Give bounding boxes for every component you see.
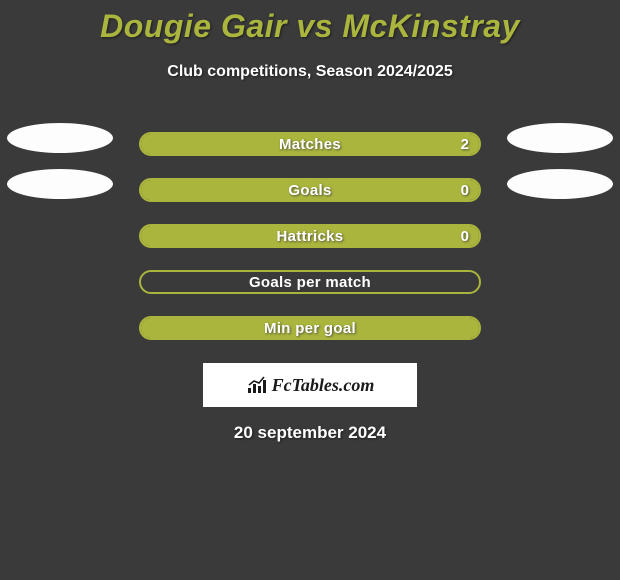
date-line: 20 september 2024 bbox=[0, 423, 620, 443]
stat-bar-track: Hattricks0 bbox=[139, 224, 481, 248]
stat-value: 2 bbox=[461, 134, 469, 154]
stat-bar-track: Min per goal bbox=[139, 316, 481, 340]
stat-value: 0 bbox=[461, 226, 469, 246]
stat-label: Hattricks bbox=[141, 226, 479, 246]
subtitle: Club competitions, Season 2024/2025 bbox=[0, 63, 620, 81]
stats-area: Matches2Goals0Hattricks0Goals per matchM… bbox=[0, 121, 620, 351]
stat-label: Goals bbox=[141, 180, 479, 200]
stat-bar-track: Goals0 bbox=[139, 178, 481, 202]
stat-label: Goals per match bbox=[141, 272, 479, 292]
attribution-badge: FcTables.com bbox=[203, 363, 417, 407]
stat-value: 0 bbox=[461, 180, 469, 200]
chart-icon bbox=[246, 376, 268, 394]
stat-row: Goals0 bbox=[0, 167, 620, 213]
stat-row: Hattricks0 bbox=[0, 213, 620, 259]
player-marker-left bbox=[7, 123, 113, 153]
stat-bar-track: Matches2 bbox=[139, 132, 481, 156]
player-marker-left bbox=[7, 169, 113, 199]
stat-row: Matches2 bbox=[0, 121, 620, 167]
page-title: Dougie Gair vs McKinstray bbox=[0, 0, 620, 45]
stat-label: Min per goal bbox=[141, 318, 479, 338]
attribution-text: FcTables.com bbox=[272, 375, 375, 396]
player-marker-right bbox=[507, 169, 613, 199]
stat-bar-track: Goals per match bbox=[139, 270, 481, 294]
stat-row: Goals per match bbox=[0, 259, 620, 305]
comparison-infographic: Dougie Gair vs McKinstray Club competiti… bbox=[0, 0, 620, 580]
stat-label: Matches bbox=[141, 134, 479, 154]
stat-row: Min per goal bbox=[0, 305, 620, 351]
player-marker-right bbox=[507, 123, 613, 153]
